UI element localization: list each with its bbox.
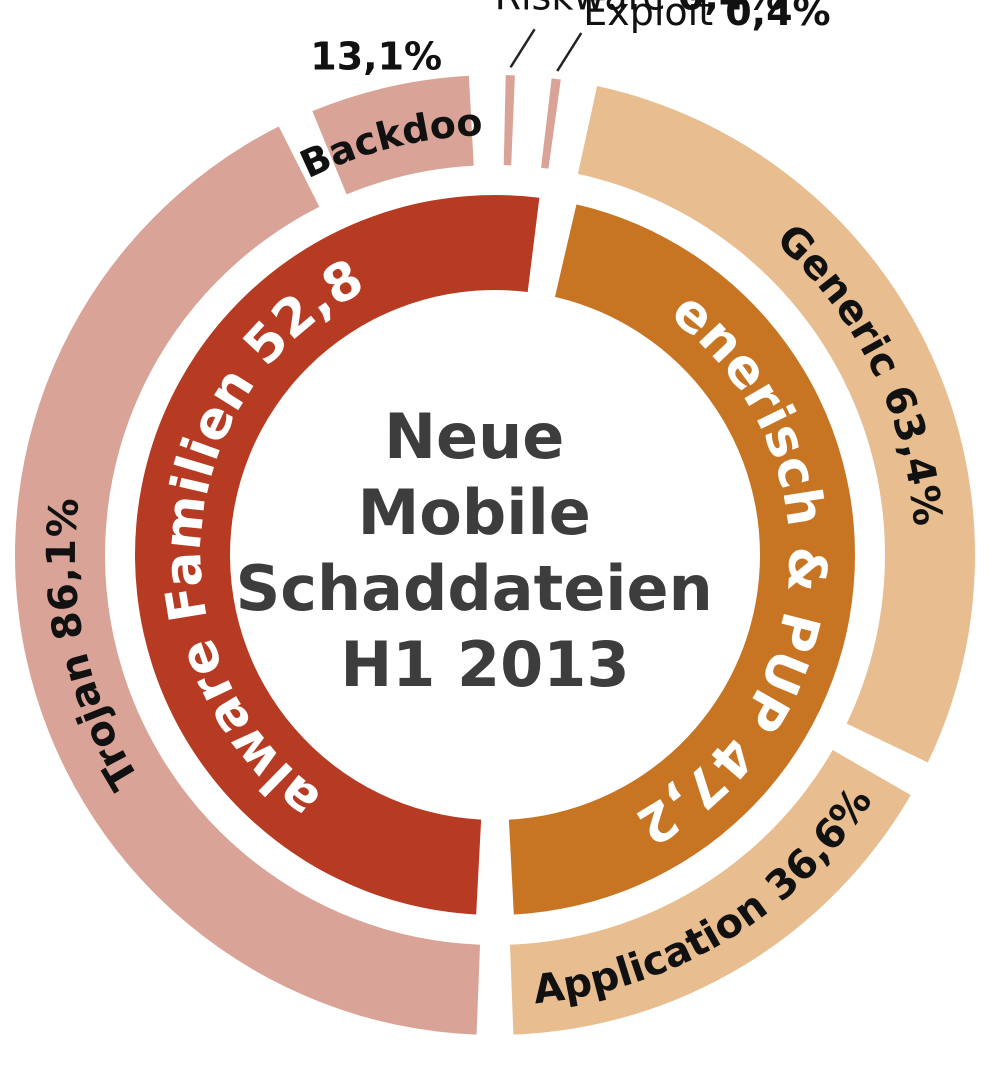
callout-name: Exploit — [583, 0, 725, 34]
outer-value-backdoor: 13,1% — [310, 34, 442, 78]
callout-riskware: Riskware 0,4% — [495, 0, 784, 18]
center-title-line-1: Neue — [384, 400, 564, 473]
inner-segment-generisch-pup — [508, 204, 856, 915]
center-title-line-2: Mobile — [358, 476, 591, 549]
leader-line-riskware — [509, 28, 536, 68]
outer-segment-backdoor — [312, 75, 474, 195]
center-title-line-4: H1 2013 — [340, 628, 629, 701]
center-title-line-3: Schaddateien — [236, 552, 713, 625]
callout-exploit: Exploit 0,4% — [583, 0, 830, 34]
callout-value: 0,4% — [678, 0, 783, 18]
outer-label-value: 86,1% — [39, 496, 93, 643]
outer-segment-riskware — [503, 75, 515, 166]
leader-line-exploit — [556, 32, 583, 72]
outer-segment-application — [509, 750, 911, 1035]
inner-segment-malware-familien — [135, 195, 540, 915]
outer-segment-trojan — [14, 126, 481, 1035]
callout-value: 0,4% — [725, 0, 830, 34]
callouts: 13,1% Riskware 0,4%Exploit 0,4% — [310, 0, 830, 78]
outer-segment-exploit — [541, 78, 561, 169]
outer-segment-generic — [577, 85, 975, 763]
center-title: Neue Mobile Schaddateien H1 2013 — [236, 400, 735, 701]
callout-name: Riskware — [495, 0, 678, 18]
